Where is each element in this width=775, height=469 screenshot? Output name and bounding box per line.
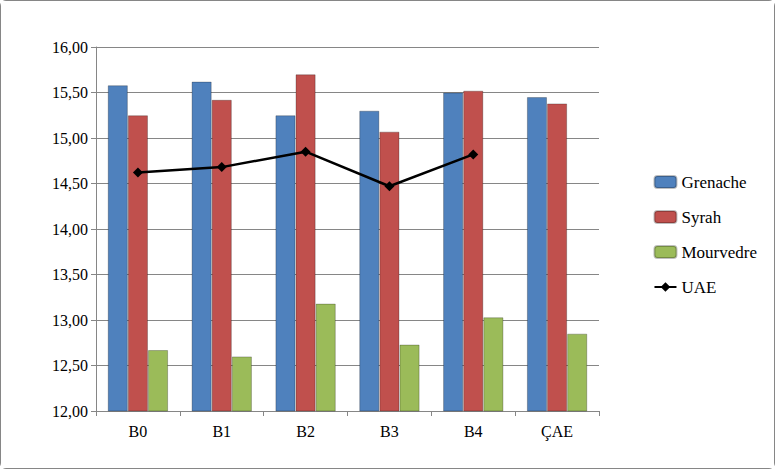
svg-text:14,50: 14,50 [52, 175, 88, 192]
svg-text:B2: B2 [296, 423, 315, 440]
svg-text:12,00: 12,00 [52, 403, 88, 420]
svg-text:15,00: 15,00 [52, 130, 88, 147]
svg-text:Grenache: Grenache [681, 173, 746, 192]
svg-text:B3: B3 [380, 423, 399, 440]
svg-text:B1: B1 [212, 423, 231, 440]
svg-text:13,00: 13,00 [52, 312, 88, 329]
svg-text:Syrah: Syrah [681, 208, 721, 227]
svg-text:Mourvedre: Mourvedre [681, 243, 757, 262]
svg-text:13,50: 13,50 [52, 266, 88, 283]
svg-text:12,50: 12,50 [52, 357, 88, 374]
svg-text:B4: B4 [464, 423, 483, 440]
svg-text:ÇAE: ÇAE [541, 423, 573, 441]
svg-text:16,00: 16,00 [52, 39, 88, 56]
svg-text:15,50: 15,50 [52, 84, 88, 101]
svg-text:14,00: 14,00 [52, 221, 88, 238]
svg-text:B0: B0 [129, 423, 148, 440]
svg-text:UAE: UAE [681, 278, 716, 297]
